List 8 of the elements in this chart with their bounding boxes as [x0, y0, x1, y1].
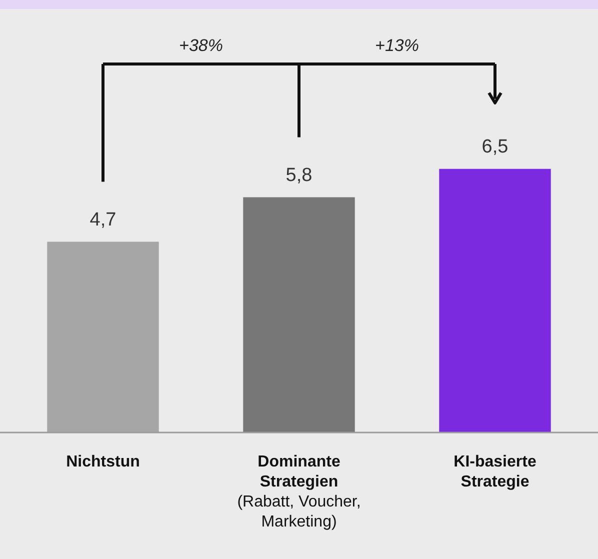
text: +38% [179, 36, 223, 56]
x-tick-label: KI-basierte Strategie [454, 453, 536, 490]
x-tick-label: Nichtstun [66, 453, 140, 470]
data-label: 6,5 [482, 136, 508, 158]
data-label: 4,7 [90, 210, 116, 230]
data-label: 5,8 [286, 164, 312, 186]
x-tick-label: Dominante Strategien (Rabatt, Voucher, Marketing) [237, 453, 361, 530]
text: +13% [375, 36, 419, 56]
